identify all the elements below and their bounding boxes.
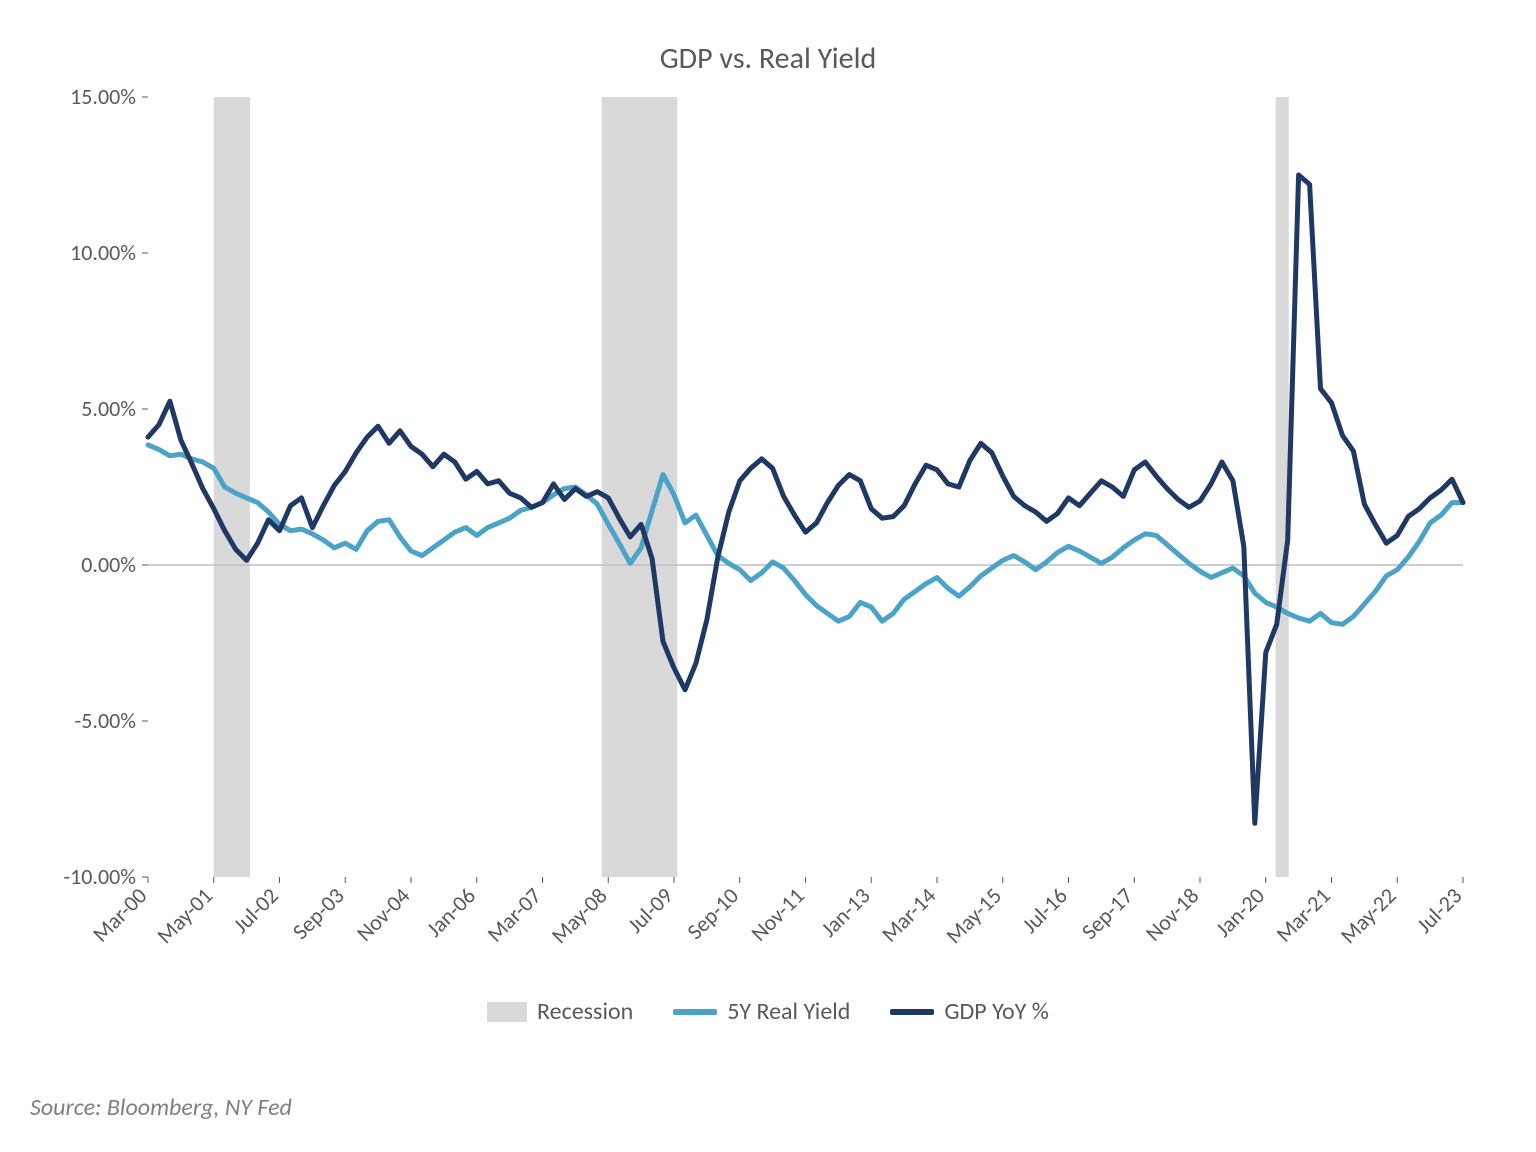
x-tick-label: Sep-10: [681, 882, 744, 945]
x-tick-label: May-08: [546, 882, 613, 949]
recession-band: [602, 97, 678, 877]
y-tick-label: 0.00%: [81, 551, 136, 578]
legend-item: GDP YoY %: [890, 997, 1049, 1026]
chart-svg: -10.00%-5.00%0.00%5.00%10.00%15.00%Mar-0…: [48, 87, 1488, 907]
y-tick-label: -5.00%: [75, 707, 137, 734]
x-tick-label: Mar-14: [876, 882, 941, 947]
x-tick-label: Jan-13: [815, 882, 875, 942]
x-tick-label: Jul-16: [1016, 882, 1072, 938]
y-tick-label: 10.00%: [70, 239, 136, 266]
legend: Recession 5Y Real Yield GDP YoY %: [30, 997, 1506, 1026]
x-tick-label: Sep-17: [1076, 882, 1139, 945]
y-tick-label: 15.00%: [70, 83, 136, 110]
legend-label: GDP YoY %: [944, 997, 1049, 1026]
recession-band: [214, 97, 250, 877]
x-tick-label: May-15: [940, 882, 1007, 949]
legend-swatch-line: [890, 1009, 934, 1015]
x-tick-label: Jan-06: [421, 882, 481, 942]
x-tick-label: Jul-23: [1411, 882, 1467, 938]
legend-label: Recession: [537, 997, 633, 1026]
series-line: [148, 175, 1463, 823]
x-tick-label: Mar-07: [481, 882, 546, 947]
legend-swatch-line: [673, 1009, 717, 1015]
x-tick-label: Nov-04: [351, 882, 415, 946]
y-tick-label: -10.00%: [63, 863, 136, 890]
x-tick-label: Mar-00: [87, 882, 152, 947]
x-tick-label: Nov-11: [745, 882, 809, 946]
legend-item: 5Y Real Yield: [673, 997, 850, 1026]
legend-item: Recession: [487, 997, 633, 1026]
chart-container: GDP vs. Real Yield -10.00% -5.00% 0.00% 5.0…: [30, 40, 1506, 1122]
x-tick-label: Jan-20: [1210, 882, 1270, 942]
x-tick-label: Mar-21: [1270, 882, 1335, 947]
source-attribution: Source: Bloomberg, NY Fed: [30, 1093, 292, 1122]
x-tick-label: Sep-03: [287, 882, 350, 945]
legend-label: 5Y Real Yield: [727, 997, 850, 1026]
x-tick-label: Nov-18: [1140, 882, 1204, 946]
chart-title: GDP vs. Real Yield: [30, 40, 1506, 77]
y-tick-label: 5.00%: [81, 395, 136, 422]
x-tick-label: May-22: [1335, 882, 1402, 949]
legend-swatch-rect: [487, 1002, 527, 1022]
plot-area: -10.00%-5.00%0.00%5.00%10.00%15.00%Mar-0…: [48, 87, 1488, 907]
x-tick-label: Jul-09: [622, 882, 678, 938]
x-tick-label: Jul-02: [227, 882, 283, 938]
x-tick-label: May-01: [151, 882, 218, 949]
